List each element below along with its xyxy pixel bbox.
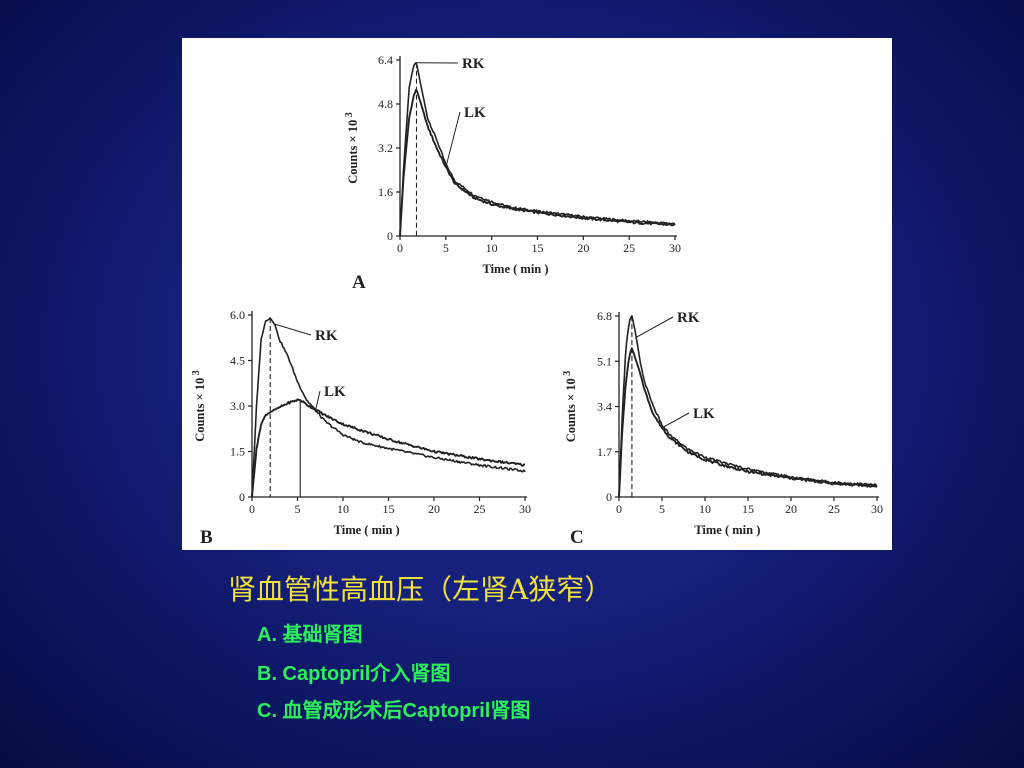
- y-tick-label: 4.8: [378, 97, 393, 111]
- series-label-lk: LK: [693, 406, 715, 422]
- panel-label: C: [570, 527, 584, 548]
- x-axis-label: Time ( min ): [482, 262, 548, 276]
- y-tick-label: 3.0: [230, 399, 245, 413]
- x-tick-label: 15: [383, 502, 395, 516]
- renogram-figure-svg: 0 5 10 15 20 25 30 0 1.6 3.2 4.8 6.4 Time ( min ) Cou…: [191, 53, 883, 548]
- x-tick-label: 10: [337, 502, 349, 516]
- y-tick-label: 1.7: [597, 445, 612, 459]
- y-tick-label: 6.0: [230, 308, 245, 322]
- lk-leader-line: [661, 412, 690, 429]
- series-label-lk: LK: [324, 384, 346, 400]
- y-tick-label: 1.6: [378, 185, 393, 199]
- chart-panel-a: 0 5 10 15 20 25 30 0 1.6 3.2 4.8 6.4 Time ( min ) Cou…: [344, 53, 681, 293]
- lk-leader-line: [315, 390, 321, 410]
- x-axis-label: Time ( min ): [694, 523, 760, 537]
- renogram-figure: 0 5 10 15 20 25 30 0 1.6 3.2 4.8 6.4 Time ( min ) Cou…: [182, 38, 892, 550]
- x-tick-label: 25: [623, 241, 635, 255]
- y-tick-label: 0: [387, 229, 393, 243]
- chart-panel-c: 0 5 10 15 20 25 30 0 1.7 3.4 5.1 6.8 Time ( min ) Cou…: [562, 309, 883, 548]
- x-tick-label: 5: [659, 502, 665, 516]
- lk-leader-line: [445, 111, 461, 168]
- x-tick-label: 30: [871, 502, 883, 516]
- series-line-rk: [399, 62, 676, 237]
- x-tick-label: 25: [474, 502, 486, 516]
- y-tick-label: 0: [606, 490, 612, 504]
- series-label-rk: RK: [677, 310, 700, 326]
- y-tick-label: 1.5: [230, 445, 245, 459]
- y-tick-label: 0: [239, 490, 245, 504]
- x-tick-label: 20: [428, 502, 440, 516]
- y-tick-label: 6.8: [597, 309, 612, 323]
- y-axis-label: Counts × 10 3: [344, 112, 360, 184]
- y-tick-label: 4.5: [230, 354, 245, 368]
- x-tick-label: 0: [616, 502, 622, 516]
- y-axis-label: Counts × 10 3: [191, 370, 207, 442]
- y-tick-label: 6.4: [378, 53, 393, 67]
- x-tick-label: 5: [295, 502, 301, 516]
- series-line-lk: [251, 398, 525, 498]
- y-tick-label: 5.1: [597, 354, 612, 368]
- x-tick-label: 15: [532, 241, 544, 255]
- x-tick-label: 30: [669, 241, 681, 255]
- y-tick-label: 3.4: [597, 400, 612, 414]
- series-line-lk: [399, 88, 676, 237]
- series-line-rk: [618, 315, 878, 497]
- legend-item-c: C. 血管成形术后Captopril肾图: [257, 700, 531, 722]
- series-label-rk: RK: [462, 56, 485, 72]
- chart-panel-b: 0 5 10 15 20 25 30 0 1.5 3.0 4.5 6.0 Time ( min ) Cou…: [191, 308, 531, 548]
- x-tick-label: 10: [486, 241, 498, 255]
- legend-item-b: B. Captopril介入肾图: [257, 663, 451, 685]
- x-tick-label: 30: [519, 502, 531, 516]
- axes: [399, 56, 677, 237]
- panel-label: B: [200, 527, 213, 548]
- x-tick-label: 0: [249, 502, 255, 516]
- series-label-rk: RK: [315, 328, 338, 344]
- rk-leader-line: [274, 323, 312, 336]
- x-tick-label: 5: [443, 241, 449, 255]
- rk-leader-line: [635, 316, 674, 338]
- y-axis-label: Counts × 10 3: [562, 371, 578, 443]
- series-line-rk: [251, 317, 526, 498]
- x-axis-label: Time ( min ): [334, 523, 400, 537]
- x-tick-label: 15: [742, 502, 754, 516]
- x-tick-label: 20: [577, 241, 589, 255]
- axes: [251, 311, 527, 498]
- slide-title: 肾血管性高血压（左肾A狭窄）: [228, 573, 613, 606]
- series-label-lk: LK: [464, 105, 486, 121]
- x-tick-label: 20: [785, 502, 797, 516]
- series-line-lk: [618, 347, 878, 498]
- x-tick-label: 10: [699, 502, 711, 516]
- y-tick-label: 3.2: [378, 141, 393, 155]
- panel-label: A: [352, 272, 366, 293]
- legend-item-a: A. 基础肾图: [257, 624, 363, 646]
- x-tick-label: 0: [397, 241, 403, 255]
- x-tick-label: 25: [828, 502, 840, 516]
